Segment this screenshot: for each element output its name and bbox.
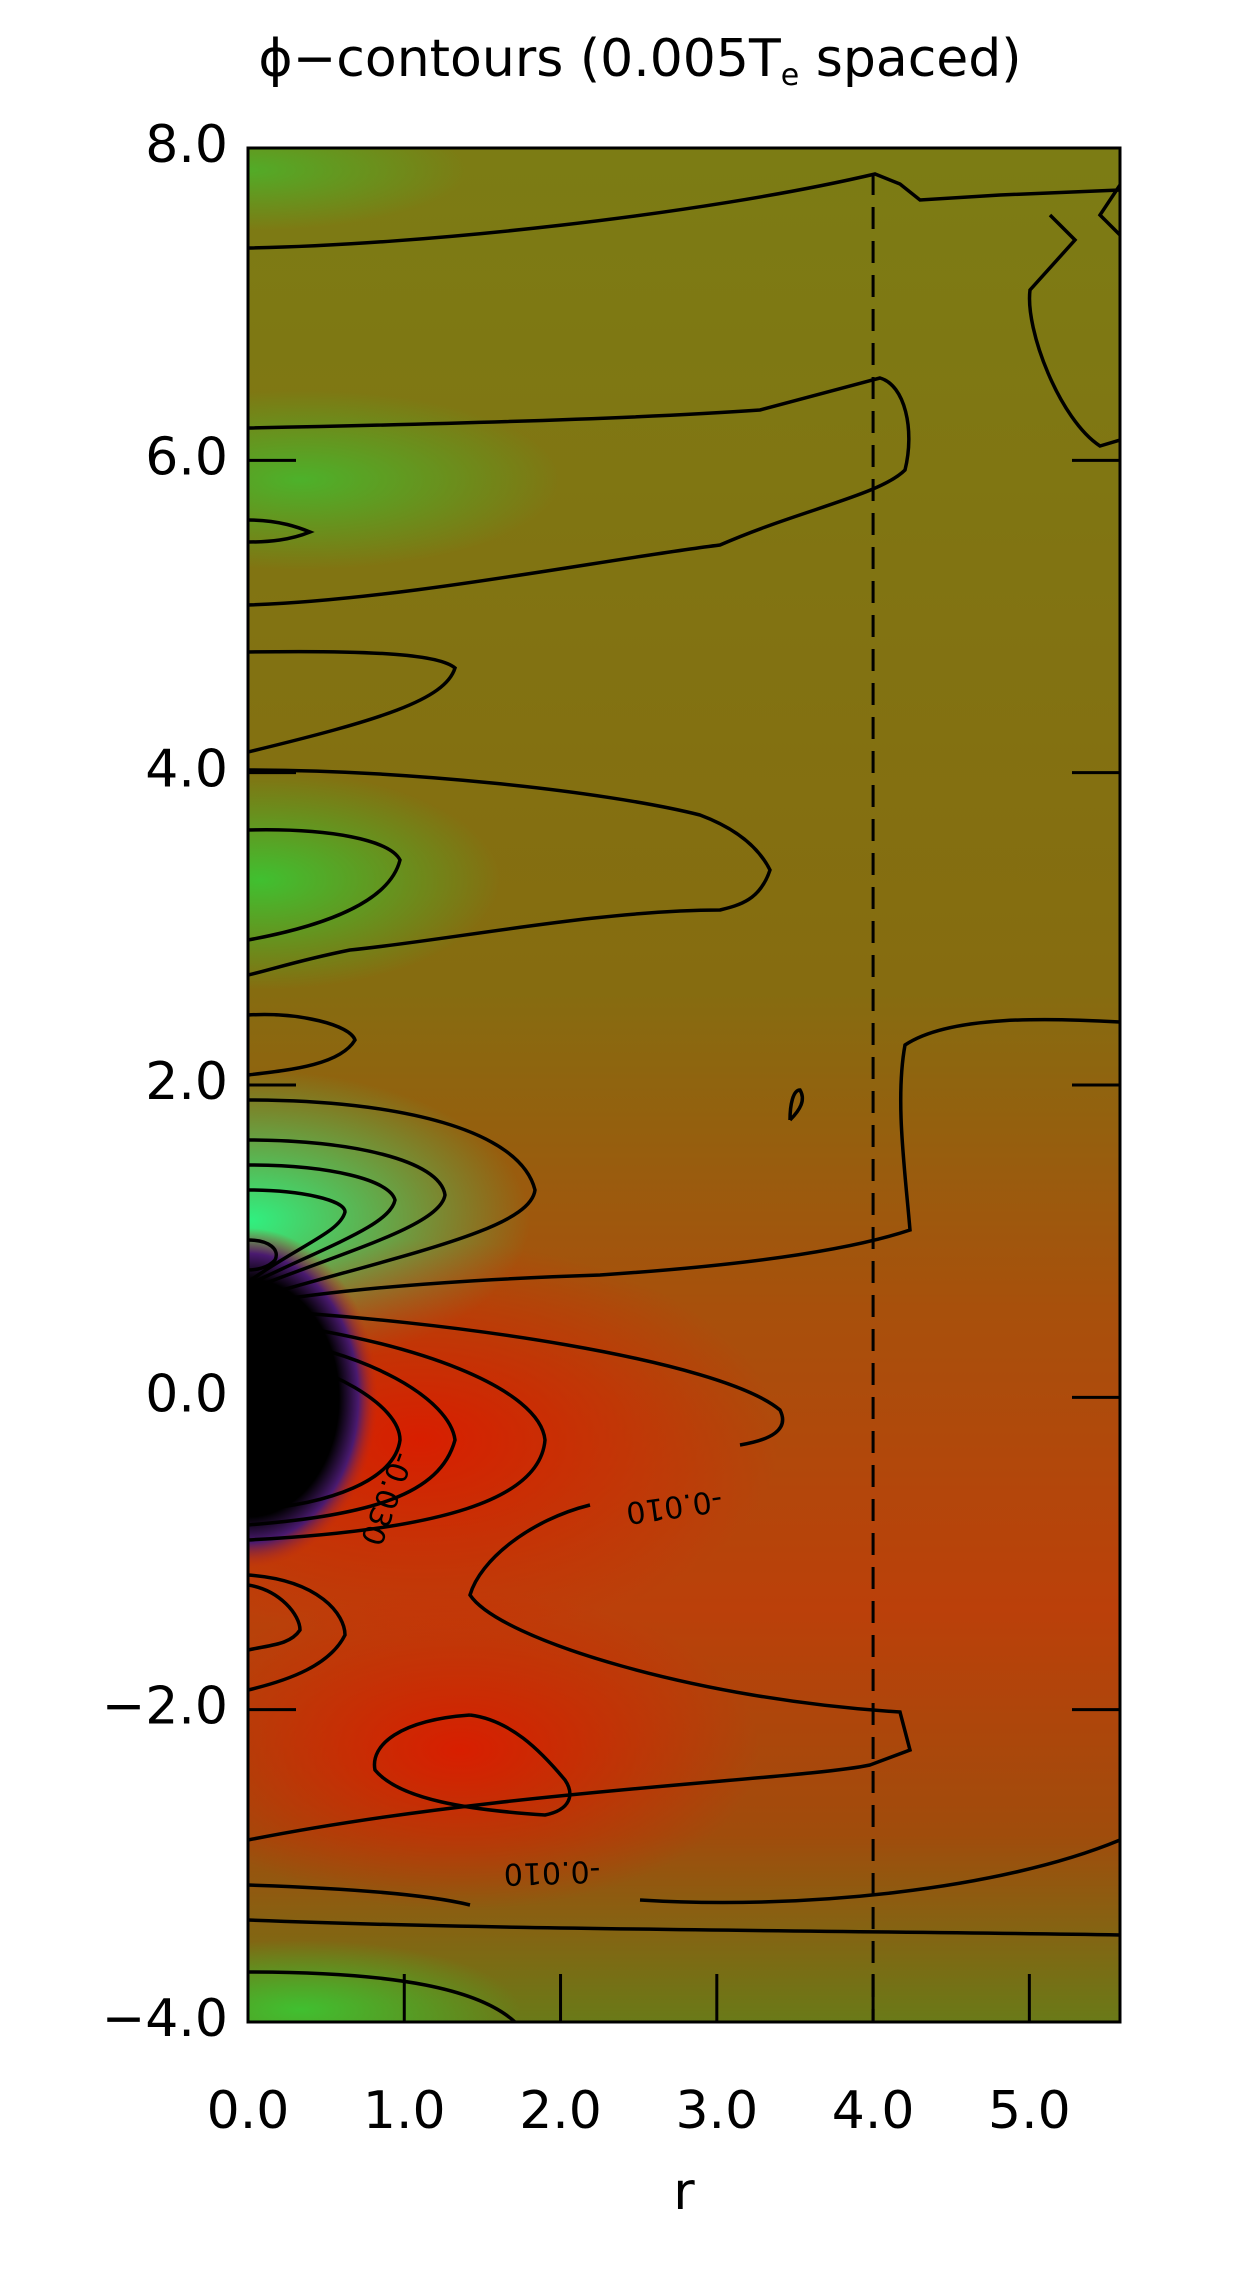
y-tick-label: −2.0 <box>102 1677 228 1737</box>
title-part: ϕ−contours (0.005T <box>258 29 781 89</box>
y-tick-label: 8.0 <box>145 115 228 175</box>
x-tick-label: 3.0 <box>675 2081 758 2141</box>
x-axis-label: r <box>673 2162 695 2222</box>
title-subscript: e <box>781 58 799 93</box>
y-tick-label: 6.0 <box>145 427 228 487</box>
x-tick-label: 2.0 <box>519 2081 602 2141</box>
chart-title: ϕ−contours (0.005Te spaced) <box>258 29 1021 93</box>
y-tick-label: 2.0 <box>145 1052 228 1112</box>
y-tick-label: 0.0 <box>145 1364 228 1424</box>
contour-label: -0.010 <box>503 1853 601 1891</box>
title-part: spaced) <box>799 29 1021 89</box>
x-tick-label: 0.0 <box>207 2081 290 2141</box>
x-tick-label: 5.0 <box>988 2081 1071 2141</box>
field <box>248 148 1120 2022</box>
x-tick-label: 1.0 <box>363 2081 446 2141</box>
y-tick-label: 4.0 <box>145 740 228 800</box>
x-tick-label: 4.0 <box>832 2081 915 2141</box>
y-tick-label: −4.0 <box>102 1989 228 2049</box>
